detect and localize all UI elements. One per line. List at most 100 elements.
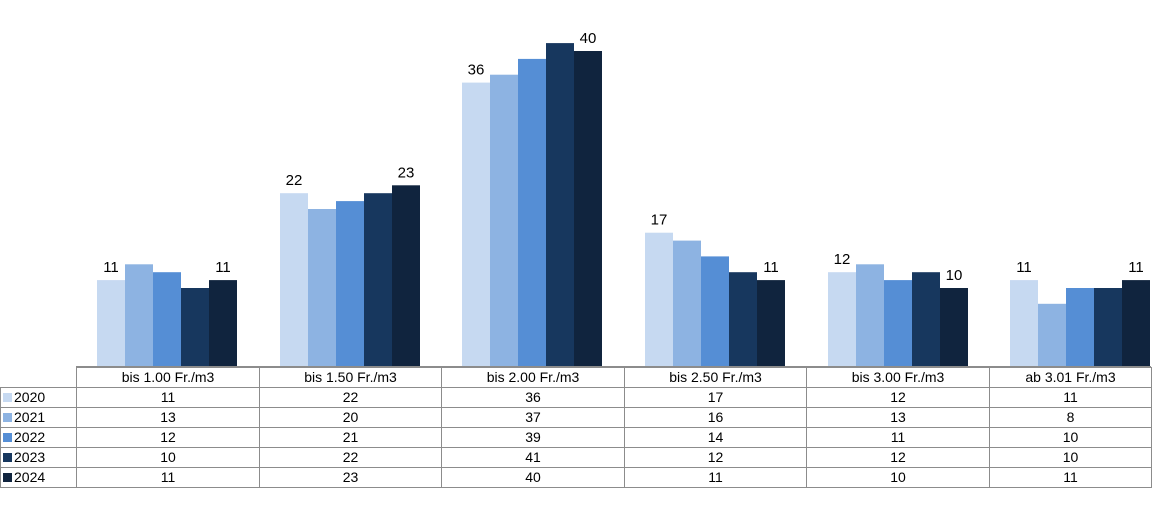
table-cell: 11 [807, 428, 990, 448]
table-cell: 11 [77, 468, 260, 488]
legend-swatch [3, 393, 12, 402]
legend-swatch [3, 453, 12, 462]
table-cell: 41 [442, 448, 625, 468]
legend-swatch [3, 433, 12, 442]
bar-2020-3 [462, 83, 490, 367]
bar-2021-5 [856, 264, 884, 367]
table-row: 2022 12 21 39 14 11 10 [1, 428, 1152, 448]
bar-2020-6 [1010, 280, 1038, 367]
table-header-row: bis 1.00 Fr./m3 bis 1.50 Fr./m3 bis 2.00 F… [1, 368, 1152, 388]
series-label: 2023 [1, 448, 77, 468]
legend-swatch [3, 413, 12, 422]
series-name: 2021 [14, 409, 45, 425]
bar-2024-3 [574, 51, 602, 367]
bar-2022-4 [701, 256, 729, 367]
bar-2021-4 [673, 241, 701, 367]
table-cell: 12 [807, 388, 990, 408]
series-label: 2024 [1, 468, 77, 488]
table-row: 2024 11 23 40 11 10 11 [1, 468, 1152, 488]
bar-2020-1 [97, 280, 125, 367]
table-cell: 22 [260, 388, 442, 408]
bar-2023-2 [364, 193, 392, 367]
series-name: 2022 [14, 429, 45, 445]
legend-swatch [3, 473, 12, 482]
data-label-2020-2: 22 [286, 172, 303, 189]
bar-2021-2 [308, 209, 336, 367]
bar-2024-5 [940, 288, 968, 367]
table-cell: 12 [807, 448, 990, 468]
series-label: 2022 [1, 428, 77, 448]
table-corner [1, 368, 77, 388]
table-cell: 36 [442, 388, 625, 408]
bar-2023-4 [729, 272, 757, 367]
table-cell: 23 [260, 468, 442, 488]
table-cell: 14 [625, 428, 807, 448]
bar-2021-6 [1038, 304, 1066, 367]
table-cell: 11 [77, 388, 260, 408]
category-label: bis 3.00 Fr./m3 [807, 368, 990, 388]
table-cell: 11 [990, 388, 1152, 408]
series-name: 2023 [14, 449, 45, 465]
table-cell: 11 [990, 468, 1152, 488]
category-label: bis 1.00 Fr./m3 [77, 368, 260, 388]
data-label-2024-3: 40 [580, 30, 597, 47]
table-cell: 12 [625, 448, 807, 468]
table-cell: 10 [807, 468, 990, 488]
category-label: bis 1.50 Fr./m3 [260, 368, 442, 388]
table-cell: 11 [625, 468, 807, 488]
bar-2022-6 [1066, 288, 1094, 367]
table-cell: 40 [442, 468, 625, 488]
series-label: 2020 [1, 388, 77, 408]
data-label-2020-4: 17 [651, 212, 668, 229]
table-row: 2021 13 20 37 16 13 8 [1, 408, 1152, 428]
table-cell: 10 [77, 448, 260, 468]
bar-2024-4 [757, 280, 785, 367]
bar-2022-1 [153, 272, 181, 367]
series-name: 2020 [14, 389, 45, 405]
table-cell: 39 [442, 428, 625, 448]
table-cell: 20 [260, 408, 442, 428]
table-cell: 13 [807, 408, 990, 428]
table-cell: 10 [990, 428, 1152, 448]
bar-2021-3 [490, 75, 518, 367]
series-name: 2024 [14, 469, 45, 485]
category-label: ab 3.01 Fr./m3 [990, 368, 1152, 388]
bar-2024-2 [392, 185, 420, 367]
data-label-2024-6: 11 [1128, 259, 1144, 276]
table-row: 2023 10 22 41 12 12 10 [1, 448, 1152, 468]
data-label-2024-4: 11 [763, 259, 779, 276]
table-cell: 21 [260, 428, 442, 448]
data-label-2024-1: 11 [215, 259, 231, 276]
bar-2024-1 [209, 280, 237, 367]
table-cell: 8 [990, 408, 1152, 428]
data-label-2020-3: 36 [468, 62, 485, 79]
data-label-2020-6: 11 [1016, 259, 1032, 276]
table-cell: 22 [260, 448, 442, 468]
table-cell: 16 [625, 408, 807, 428]
category-label: bis 2.50 Fr./m3 [625, 368, 807, 388]
table-cell: 10 [990, 448, 1152, 468]
table-cell: 17 [625, 388, 807, 408]
table-cell: 13 [77, 408, 260, 428]
data-label-2020-1: 11 [103, 259, 119, 276]
bar-2022-3 [518, 59, 546, 367]
table-cell: 37 [442, 408, 625, 428]
bar-2024-6 [1122, 280, 1150, 367]
category-label: bis 2.00 Fr./m3 [442, 368, 625, 388]
bar-2020-2 [280, 193, 308, 367]
bar-plot: 11 22 36 17 12 11 11 23 40 11 10 11 [0, 0, 1160, 367]
bar-2023-3 [546, 43, 574, 367]
table-cell: 12 [77, 428, 260, 448]
bar-2023-6 [1094, 288, 1122, 367]
data-table: bis 1.00 Fr./m3 bis 1.50 Fr./m3 bis 2.00 F… [0, 367, 1152, 488]
bar-2021-1 [125, 264, 153, 367]
bar-2022-2 [336, 201, 364, 367]
data-label-2024-2: 23 [398, 164, 415, 181]
data-label-2024-5: 10 [946, 267, 963, 284]
bar-2023-1 [181, 288, 209, 367]
bar-2023-5 [912, 272, 940, 367]
bar-2022-5 [884, 280, 912, 367]
table-row: 2020 11 22 36 17 12 11 [1, 388, 1152, 408]
bar-2020-5 [828, 272, 856, 367]
